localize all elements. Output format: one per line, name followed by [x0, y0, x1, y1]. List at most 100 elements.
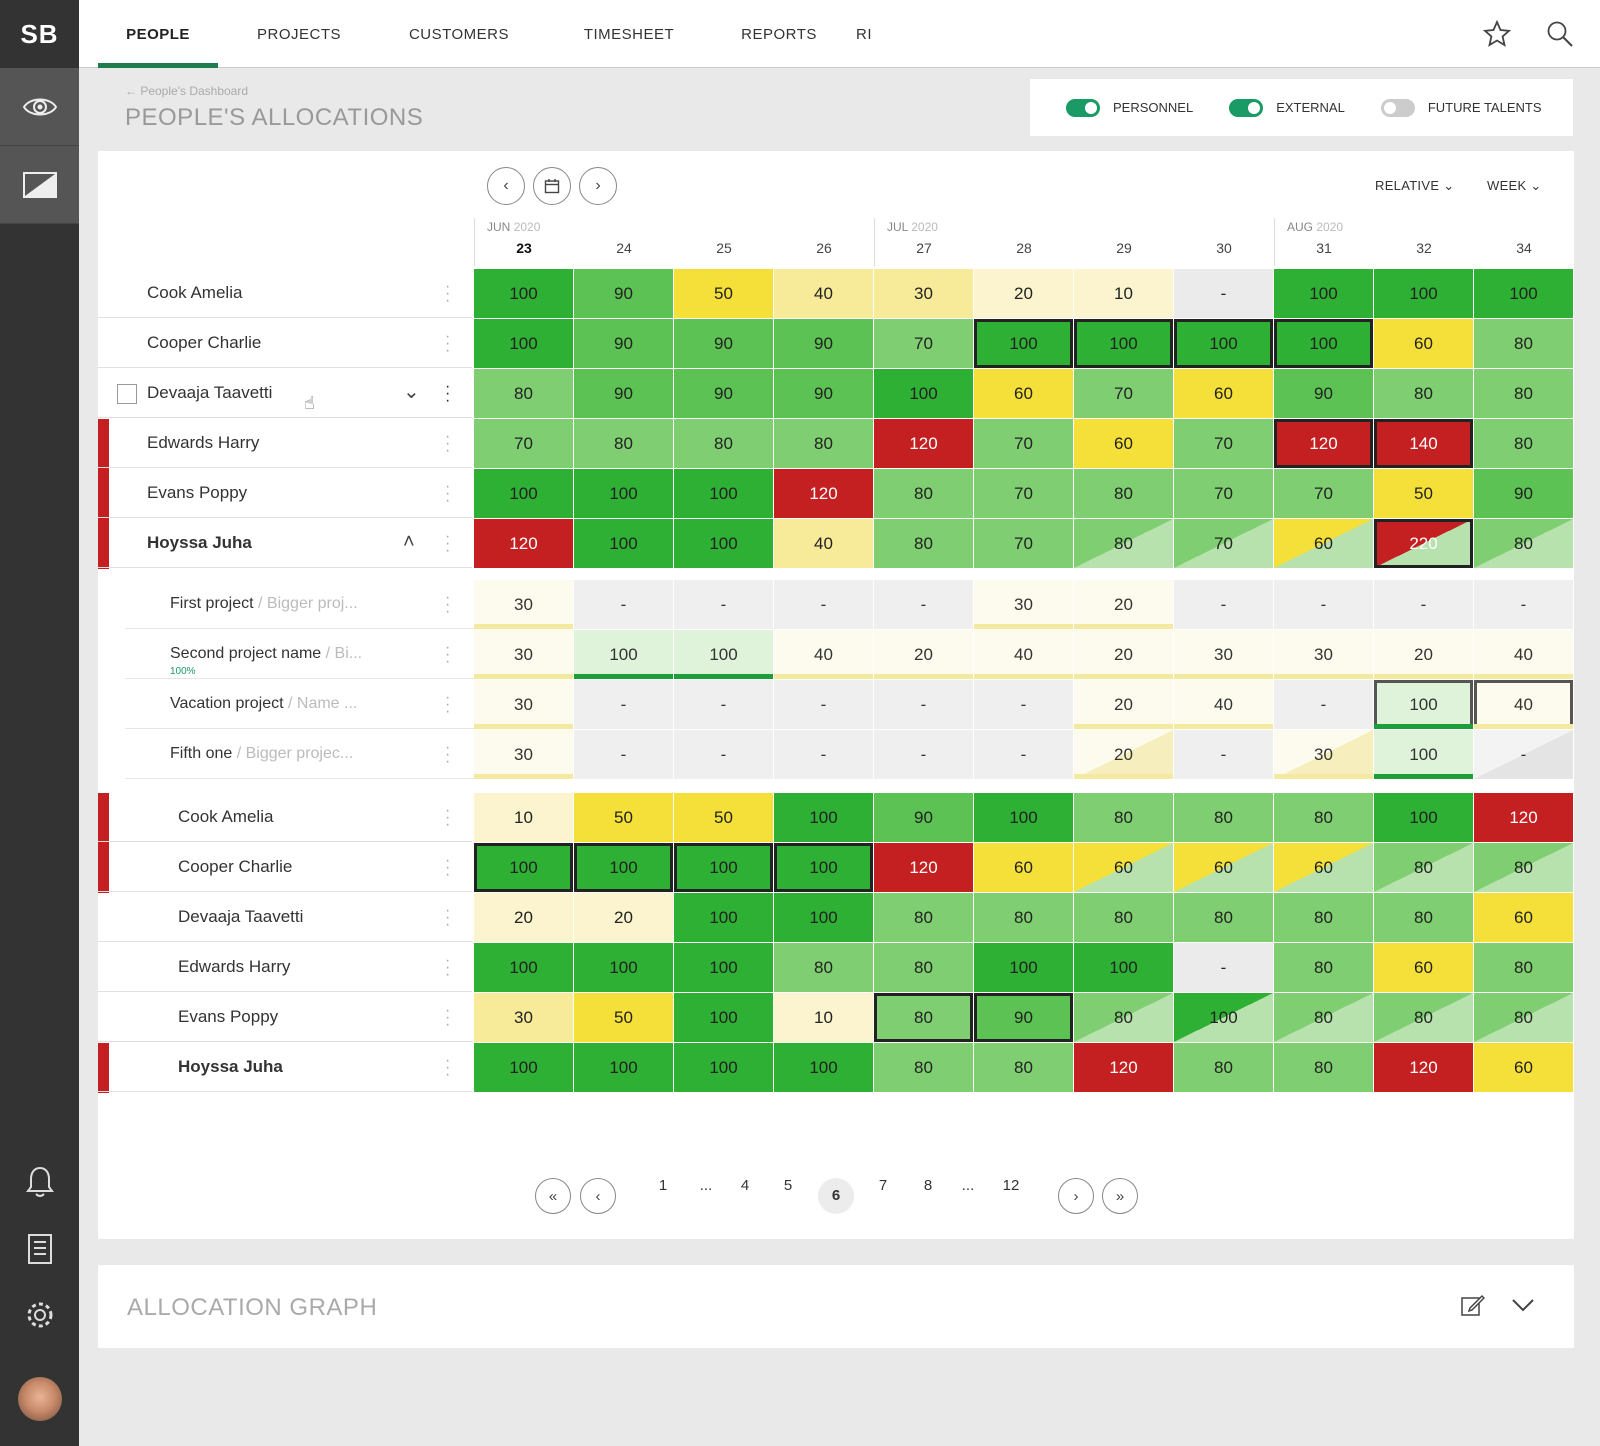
calendar-button[interactable] — [533, 167, 571, 205]
search-icon[interactable] — [1546, 20, 1574, 48]
allocation-cell[interactable]: 100 — [674, 469, 773, 518]
allocation-cell[interactable]: 90 — [574, 269, 673, 318]
project-cell[interactable]: - — [774, 730, 873, 779]
allocation-cell[interactable]: 60 — [1274, 843, 1373, 892]
allocation-cell[interactable]: 50 — [1374, 469, 1473, 518]
allocation-cell[interactable]: 80 — [1474, 943, 1573, 992]
allocation-cell[interactable]: 50 — [674, 793, 773, 842]
allocation-cell[interactable]: 100 — [674, 843, 773, 892]
allocation-cell[interactable]: 60 — [1074, 419, 1173, 468]
allocation-cell[interactable]: 220 — [1374, 519, 1473, 568]
person-name-cell[interactable]: Cooper Charlie · · · — [98, 319, 472, 368]
project-cell[interactable]: 20 — [874, 630, 973, 679]
allocation-cell[interactable]: 100 — [674, 893, 773, 942]
allocation-cell[interactable]: 80 — [1374, 369, 1473, 418]
allocation-cell[interactable]: 100 — [774, 793, 873, 842]
allocation-cell[interactable]: 10 — [474, 793, 573, 842]
tab-projects[interactable]: PROJECTS — [256, 25, 341, 43]
project-cell[interactable]: 100 — [574, 630, 673, 679]
project-name-cell[interactable]: Second project name / Bi... 100% · · · — [125, 630, 474, 679]
project-cell[interactable]: 30 — [1174, 630, 1273, 679]
project-cell[interactable]: 30 — [1274, 630, 1373, 679]
allocation-cell[interactable]: 50 — [574, 993, 673, 1042]
allocation-cell[interactable]: 100 — [574, 1043, 673, 1092]
allocation-cell[interactable]: 80 — [874, 893, 973, 942]
allocation-cell[interactable]: 60 — [1474, 893, 1573, 942]
period-dropdown[interactable]: WEEK ⌄ — [1487, 178, 1542, 194]
project-cell[interactable]: - — [1474, 580, 1573, 629]
person-name[interactable]: Edwards Harry — [178, 957, 291, 976]
allocation-cell[interactable]: 100 — [474, 319, 573, 368]
person-name[interactable]: Cook Amelia — [178, 807, 274, 826]
person-name[interactable]: Devaaja Taavetti — [147, 383, 273, 402]
allocation-cell[interactable]: 100 — [674, 993, 773, 1042]
project-cell[interactable]: 20 — [1074, 580, 1173, 629]
chevron-down-icon[interactable] — [1511, 1298, 1535, 1312]
project-cell[interactable]: - — [774, 580, 873, 629]
more-options-icon[interactable]: · · · — [445, 1052, 451, 1083]
project-cell[interactable]: - — [874, 680, 973, 729]
allocation-cell[interactable]: 80 — [1474, 419, 1573, 468]
allocation-cell[interactable]: 100 — [974, 943, 1073, 992]
allocation-cell[interactable]: 100 — [1274, 319, 1373, 368]
person-name-cell[interactable]: Cook Amelia · · · — [98, 269, 472, 318]
allocation-cell[interactable]: 50 — [574, 793, 673, 842]
allocation-cell[interactable]: 80 — [874, 519, 973, 568]
allocation-cell[interactable]: 90 — [574, 319, 673, 368]
project-cell[interactable]: 30 — [474, 680, 573, 729]
allocation-cell[interactable]: 100 — [574, 843, 673, 892]
allocation-cell[interactable]: 60 — [1374, 319, 1473, 368]
allocation-cell[interactable]: 80 — [774, 943, 873, 992]
project-name-cell[interactable]: Fifth one / Bigger projec... · · · — [125, 730, 474, 779]
allocation-cell[interactable]: 100 — [774, 843, 873, 892]
person-name[interactable]: Devaaja Taavetti — [178, 907, 304, 926]
page-number[interactable]: 4 — [740, 1177, 750, 1194]
project-cell[interactable]: 40 — [974, 630, 1073, 679]
person-name[interactable]: Evans Poppy — [178, 1007, 279, 1026]
allocation-cell[interactable]: 100 — [574, 469, 673, 518]
allocation-cell[interactable]: 30 — [474, 993, 573, 1042]
allocation-cell[interactable]: 140 — [1374, 419, 1473, 468]
more-options-icon[interactable]: · · · — [445, 478, 451, 509]
project-cell[interactable]: - — [574, 730, 673, 779]
mode-dropdown[interactable]: RELATIVE ⌄ — [1375, 178, 1454, 194]
allocation-cell[interactable]: 70 — [974, 469, 1073, 518]
allocation-cell[interactable]: 90 — [874, 793, 973, 842]
allocation-cell[interactable]: 90 — [674, 319, 773, 368]
project-cell[interactable]: - — [574, 680, 673, 729]
allocation-cell[interactable]: 90 — [774, 369, 873, 418]
user-avatar[interactable] — [0, 1377, 79, 1421]
allocation-cell[interactable]: 60 — [1174, 369, 1273, 418]
project-cell[interactable]: 20 — [1074, 730, 1173, 779]
more-options-icon[interactable]: · · · — [445, 852, 451, 883]
allocation-cell[interactable]: 80 — [1074, 893, 1173, 942]
person-name-cell[interactable]: Cook Amelia · · · — [98, 793, 472, 842]
allocation-cell[interactable]: 80 — [474, 369, 573, 418]
project-name[interactable]: First project / Bigger proj... — [170, 595, 358, 613]
allocation-cell[interactable]: 120 — [874, 843, 973, 892]
allocation-cell[interactable]: 70 — [1174, 469, 1273, 518]
allocation-cell[interactable]: - — [1174, 943, 1273, 992]
allocation-cell[interactable]: 60 — [1074, 843, 1173, 892]
tab-ri[interactable]: RI — [856, 25, 872, 43]
allocation-cell[interactable]: 120 — [1074, 1043, 1173, 1092]
allocation-cell[interactable]: 80 — [1474, 319, 1573, 368]
allocation-cell[interactable]: 60 — [974, 369, 1073, 418]
allocation-cell[interactable]: 10 — [774, 993, 873, 1042]
person-name-cell[interactable]: Edwards Harry · · · — [98, 943, 472, 992]
person-name[interactable]: Cook Amelia — [147, 283, 243, 302]
person-name[interactable]: Edwards Harry — [147, 433, 260, 452]
allocation-cell[interactable]: 100 — [1074, 943, 1173, 992]
allocation-cell[interactable]: 50 — [674, 269, 773, 318]
more-options-icon[interactable]: · · · — [445, 278, 451, 309]
project-cell[interactable]: - — [974, 730, 1073, 779]
allocation-cell[interactable]: 100 — [674, 519, 773, 568]
project-cell[interactable]: 30 — [474, 730, 573, 779]
project-cell[interactable]: 100 — [1374, 730, 1473, 779]
allocation-cell[interactable]: 80 — [774, 419, 873, 468]
project-cell[interactable]: - — [574, 580, 673, 629]
person-name[interactable]: Evans Poppy — [147, 483, 248, 502]
allocation-cell[interactable]: 70 — [474, 419, 573, 468]
allocation-cell[interactable]: 80 — [674, 419, 773, 468]
person-name-cell[interactable]: Hoyssa Juha · · · — [98, 1043, 472, 1092]
